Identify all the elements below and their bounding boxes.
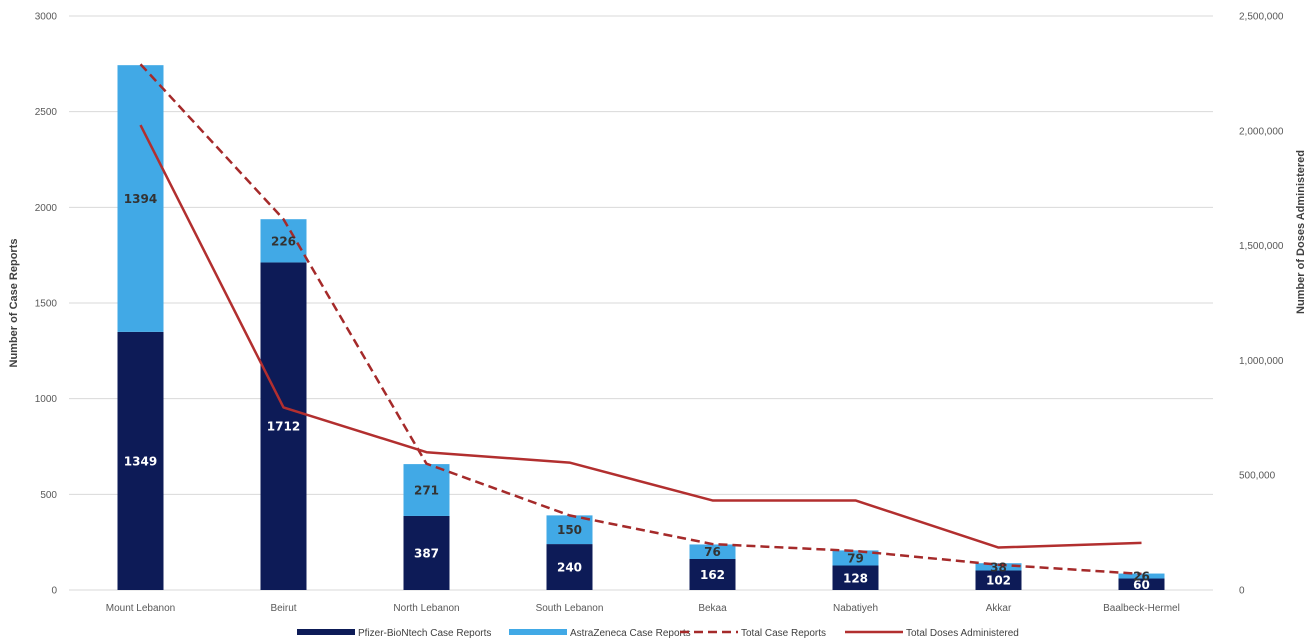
gridlines bbox=[69, 15, 1213, 591]
y-axis-right-title: Number of Doses Administered bbox=[1295, 150, 1307, 314]
bar-segment bbox=[403, 515, 450, 590]
x-tick-label: Mount Lebanon bbox=[106, 603, 176, 614]
y-axis-left-title: Number of Case Reports bbox=[8, 239, 20, 368]
y-right-tick-label: 1,500,000 bbox=[1239, 241, 1284, 252]
y-right-tick-label: 2,500,000 bbox=[1239, 12, 1284, 23]
x-tick-label: Baalbeck-Hermel bbox=[1103, 603, 1180, 614]
bar-segment bbox=[260, 219, 307, 263]
legend-label: Pfizer-BioNtech Case Reports bbox=[358, 628, 491, 639]
data-label: 387 bbox=[414, 546, 439, 560]
y-left-tick-label: 0 bbox=[51, 586, 57, 597]
legend-swatch bbox=[297, 629, 355, 635]
x-tick-label: Nabatiyeh bbox=[833, 603, 878, 614]
y-right-tick-label: 2,000,000 bbox=[1239, 126, 1284, 137]
data-label: 128 bbox=[843, 571, 868, 585]
data-label: 76 bbox=[704, 545, 721, 559]
y-left-tick-label: 2000 bbox=[35, 203, 58, 214]
data-label: 1712 bbox=[267, 420, 300, 434]
legend-item: AstraZeneca Case Reports bbox=[509, 628, 691, 639]
legend-item: Pfizer-BioNtech Case Reports bbox=[297, 628, 491, 639]
x-tick-label: Bekaa bbox=[698, 603, 727, 614]
data-label: 60 bbox=[1133, 578, 1150, 592]
legend-label: AstraZeneca Case Reports bbox=[570, 628, 691, 639]
data-label: 271 bbox=[414, 484, 439, 498]
data-label: 38 bbox=[990, 560, 1007, 574]
bar-segment bbox=[1118, 573, 1165, 579]
y-left-tick-label: 3000 bbox=[35, 12, 58, 23]
y-left-tick-label: 1000 bbox=[35, 394, 58, 405]
legend-item: Total Case Reports bbox=[680, 628, 826, 639]
data-label: 102 bbox=[986, 574, 1011, 588]
bar-segment bbox=[832, 550, 879, 566]
bar-segment bbox=[403, 464, 450, 516]
data-label: 26 bbox=[1133, 570, 1150, 584]
data-label: 1394 bbox=[124, 192, 157, 206]
x-tick-label: South Lebanon bbox=[536, 603, 604, 614]
bar-segment bbox=[260, 262, 307, 590]
x-tick-label: Akkar bbox=[986, 603, 1012, 614]
bar-segment bbox=[689, 544, 736, 560]
axes: 0 500 1000 1500 2000 2500 3000 0 500,000 1,000,00… bbox=[35, 12, 1284, 615]
bar-segment bbox=[1118, 578, 1165, 590]
data-label: 226 bbox=[271, 234, 296, 248]
total-case-reports-line bbox=[139, 63, 1142, 576]
x-tick-label: Beirut bbox=[270, 603, 296, 614]
y-right-tick-label: 1,000,000 bbox=[1239, 356, 1284, 367]
legend: Pfizer-BioNtech Case Reports AstraZeneca … bbox=[297, 628, 1019, 639]
y-left-tick-label: 500 bbox=[40, 490, 57, 501]
data-label: 79 bbox=[847, 551, 864, 565]
legend-label: Total Case Reports bbox=[741, 628, 826, 639]
bars bbox=[117, 65, 1165, 590]
y-left-tick-label: 2500 bbox=[35, 107, 58, 118]
bar-segment bbox=[117, 65, 164, 332]
x-tick-label: North Lebanon bbox=[393, 603, 459, 614]
legend-item: Total Doses Administered bbox=[845, 628, 1019, 639]
y-right-tick-label: 500,000 bbox=[1239, 471, 1276, 482]
y-right-tick-label: 0 bbox=[1239, 586, 1245, 597]
y-left-tick-label: 1500 bbox=[35, 299, 58, 310]
bar-segment bbox=[832, 565, 879, 590]
legend-label: Total Doses Administered bbox=[906, 628, 1019, 639]
bar-segment bbox=[546, 515, 593, 545]
data-labels: 1349 1394 1712 226 387 271 240 150 162 76 128 79 102… bbox=[124, 192, 1150, 592]
legend-swatch bbox=[509, 629, 567, 635]
data-label: 162 bbox=[700, 568, 725, 582]
bar-segment bbox=[689, 559, 736, 590]
series-lines bbox=[139, 63, 1142, 576]
bar-segment bbox=[975, 570, 1022, 590]
data-label: 240 bbox=[557, 561, 582, 575]
bar-segment bbox=[117, 331, 164, 590]
total-doses-line bbox=[139, 124, 1142, 549]
bar-segment bbox=[546, 544, 593, 590]
bar-segment bbox=[975, 563, 1022, 571]
data-label: 1349 bbox=[124, 454, 157, 468]
data-label: 150 bbox=[557, 523, 582, 537]
